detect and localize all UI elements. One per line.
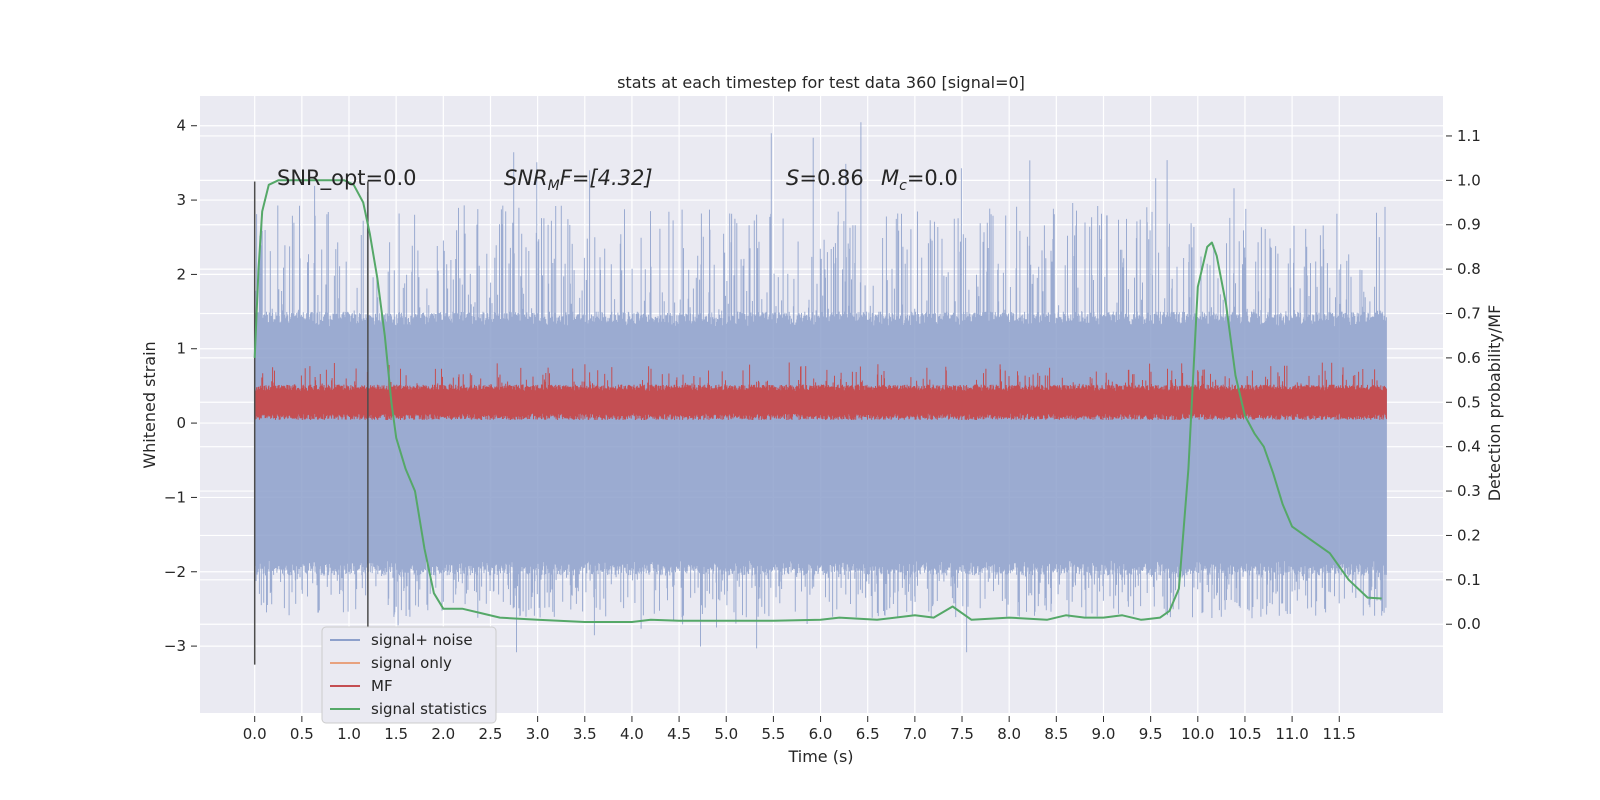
y-tick-label: 1 [176, 340, 186, 358]
annotation-mc: Mc=0.0 [881, 166, 958, 194]
y2-axis-title: Detection probability/MF [1485, 305, 1504, 502]
x-tick-label: 1.5 [384, 725, 408, 743]
annotation-s: S=0.86 [786, 166, 864, 190]
y2-tick-label: 0.2 [1457, 526, 1481, 544]
annotation-snr-mf-tail: F=[4.32] [560, 166, 653, 190]
y2-tick-label: 1.0 [1457, 171, 1481, 189]
x-tick-label: 7.0 [903, 725, 927, 743]
legend-label-signal-only: signal only [371, 654, 452, 672]
y2-tick-label: 0.3 [1457, 482, 1481, 500]
x-tick-label: 7.5 [950, 725, 974, 743]
window-lines [253, 181, 369, 665]
axis-ticks: 0.0 0.5 1.0 1.5 2.0 2.5 3.0 3.5 4.0 4.5 5.0 5.5 6.0 6… [164, 117, 1481, 743]
x-tick-label: 8.5 [1044, 725, 1068, 743]
x-tick-label: 2.0 [431, 725, 455, 743]
x-tick-label: 0.5 [290, 725, 314, 743]
x-tick-label: 5.5 [761, 725, 785, 743]
x-tick-label: 3.5 [573, 725, 597, 743]
y2-tick-label: 0.8 [1457, 260, 1481, 278]
y-tick-label: 3 [176, 191, 186, 209]
y2-tick-label: 0.5 [1457, 393, 1481, 411]
x-tick-label: 11.0 [1275, 725, 1308, 743]
x-tick-label: 6.0 [809, 725, 833, 743]
legend: signal+ noise signal only MF signal stat… [321, 626, 497, 724]
x-tick-label: 11.5 [1323, 725, 1356, 743]
y2-tick-label: 0.9 [1457, 216, 1481, 234]
annotation-snr-mf: SNRMF=[4.32] [504, 166, 653, 194]
x-tick-label: 3.0 [526, 725, 550, 743]
y2-tick-label: 1.1 [1457, 127, 1481, 145]
x-tick-label: 2.5 [479, 725, 503, 743]
y2-tick-label: 0.4 [1457, 438, 1481, 456]
y-tick-label: −1 [164, 488, 186, 506]
x-tick-label: 6.5 [856, 725, 880, 743]
x-tick-label: 10.0 [1181, 725, 1214, 743]
y2-tick-label: 0.0 [1457, 615, 1481, 633]
legend-label-signal-noise: signal+ noise [371, 631, 473, 649]
y2-tick-label: 0.1 [1457, 571, 1481, 589]
annotation-mc-value: =0.0 [907, 166, 958, 190]
x-tick-label: 9.5 [1139, 725, 1163, 743]
y-tick-label: −3 [164, 637, 186, 655]
x-axis-title: Time (s) [787, 747, 853, 766]
annotation-snr-opt: SNR_opt=0.0 [277, 166, 417, 191]
annotation-s-label: S [786, 166, 799, 190]
annotation-snr-mf-label: SNR [504, 166, 548, 190]
y-tick-label: 0 [176, 414, 186, 432]
x-tick-label: 10.5 [1228, 725, 1261, 743]
legend-box [321, 626, 497, 724]
signal-statistics-line [253, 179, 1382, 623]
chart-title: stats at each timestep for test data 360… [617, 73, 1025, 92]
x-tick-label: 4.0 [620, 725, 644, 743]
y-tick-label: 2 [176, 265, 186, 283]
legend-label-signal-statistics: signal statistics [371, 700, 487, 718]
annotation-s-value: =0.86 [799, 166, 863, 190]
x-tick-label: 1.0 [337, 725, 361, 743]
legend-label-mf: MF [371, 677, 393, 695]
x-tick-label: 4.5 [667, 725, 691, 743]
y-tick-label: −2 [164, 563, 186, 581]
y-axis-title: Whitened strain [140, 341, 159, 468]
y2-tick-label: 0.7 [1457, 305, 1481, 323]
x-tick-label: 5.0 [714, 725, 738, 743]
y2-tick-label: 0.6 [1457, 349, 1481, 367]
x-tick-label: 0.0 [243, 725, 267, 743]
x-tick-label: 8.0 [997, 725, 1021, 743]
x-tick-label: 9.0 [1092, 725, 1116, 743]
annotation-mc-label: M [881, 166, 899, 190]
series-signal-statistics [253, 179, 1382, 623]
y-tick-label: 4 [176, 117, 186, 135]
annotation-snr-mf-sub: M [548, 178, 560, 194]
annotation-mc-sub: c [899, 178, 907, 194]
